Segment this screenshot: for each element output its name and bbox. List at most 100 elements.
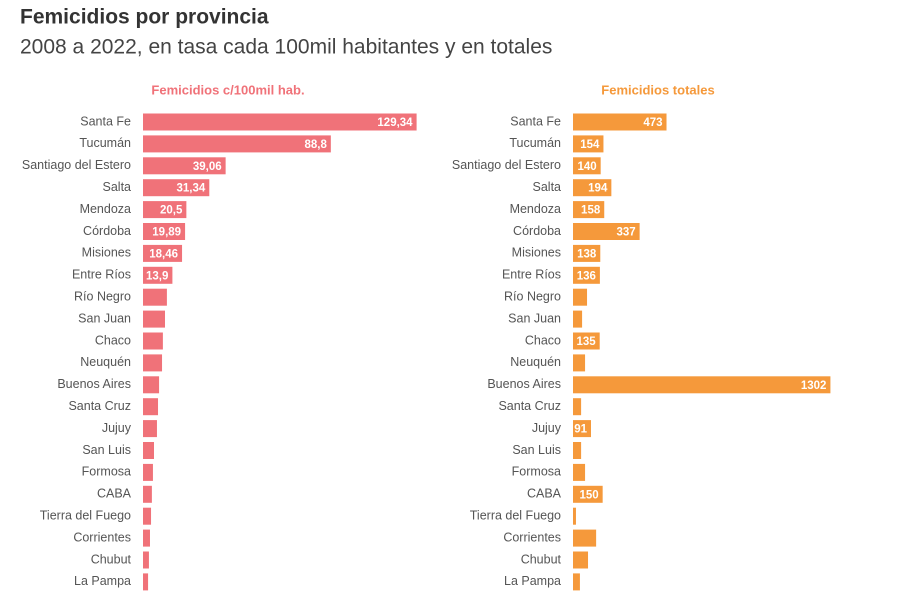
bar [143, 332, 163, 350]
category-label: CABA [97, 487, 132, 501]
category-label: Tucumán [509, 136, 561, 150]
value-label: 88,8 [304, 139, 327, 151]
bar [573, 310, 583, 328]
value-label: 19,89 [152, 227, 181, 239]
category-label: Corrientes [503, 530, 561, 544]
value-label: 31,34 [177, 183, 206, 195]
category-label: Santiago del Estero [452, 158, 561, 172]
bar [573, 573, 580, 591]
value-label: 194 [588, 183, 608, 195]
bar [573, 485, 603, 503]
bar [573, 201, 605, 219]
bar [143, 179, 210, 197]
category-label: Río Negro [504, 289, 561, 303]
bar [573, 463, 586, 481]
bar [573, 157, 601, 175]
value-label: 140 [577, 161, 596, 173]
category-label: Santa Cruz [498, 399, 561, 413]
bar [143, 463, 153, 481]
value-label: 337 [616, 227, 635, 239]
bar [573, 288, 588, 306]
category-label: Corrientes [73, 530, 131, 544]
bar [573, 507, 576, 525]
category-label: Santa Fe [80, 114, 131, 128]
panel-title: Femicidios c/100mil hab. [151, 82, 304, 97]
bar [143, 310, 165, 328]
bar [573, 332, 600, 350]
bar [573, 223, 640, 240]
category-label: La Pampa [74, 574, 131, 588]
category-label: Chubut [91, 552, 132, 566]
value-label: 39,06 [193, 161, 222, 173]
value-label: 13,9 [146, 270, 168, 282]
bar [573, 529, 597, 547]
value-label: 136 [577, 270, 596, 282]
category-label: Chaco [95, 333, 131, 347]
bar [573, 244, 601, 262]
bar [573, 551, 589, 569]
title: Femicidios por provincia [20, 6, 269, 29]
category-label: Neuquén [80, 355, 131, 369]
bar [573, 398, 582, 416]
value-label: 91 [574, 424, 587, 436]
bar [573, 354, 586, 372]
bar [143, 201, 187, 219]
bar [143, 507, 152, 525]
category-label: San Luis [82, 443, 131, 457]
value-label: 20,5 [160, 205, 183, 217]
bar [143, 376, 160, 394]
category-label: Misiones [512, 246, 561, 260]
bar [573, 113, 667, 131]
bar [143, 223, 186, 240]
category-label: Río Negro [74, 289, 131, 303]
bar [573, 442, 582, 459]
bar [143, 485, 152, 503]
bar [573, 135, 604, 153]
category-label: San Luis [512, 443, 561, 457]
bar [573, 376, 831, 394]
bar [143, 354, 163, 372]
bar [143, 266, 173, 284]
bar [143, 420, 157, 438]
category-label: Entre Ríos [72, 268, 131, 282]
bar [573, 266, 600, 284]
category-label: Tucumán [79, 136, 131, 150]
category-label: Neuquén [510, 355, 561, 369]
category-label: CABA [527, 487, 562, 501]
category-label: Córdoba [83, 224, 131, 238]
category-label: San Juan [78, 311, 131, 325]
category-label: Santa Fe [510, 114, 561, 128]
category-label: Jujuy [102, 421, 132, 435]
category-label: Formosa [512, 465, 561, 479]
value-label: 138 [577, 248, 597, 260]
category-label: Entre Ríos [502, 268, 561, 282]
value-label: 158 [581, 205, 601, 217]
bar [143, 442, 154, 459]
value-label: 154 [580, 139, 600, 151]
category-label: Misiones [82, 246, 131, 260]
category-label: Santa Cruz [68, 399, 131, 413]
category-label: Salta [103, 180, 132, 194]
bar [143, 288, 167, 306]
category-label: Tierra del Fuego [40, 508, 131, 522]
category-label: Formosa [82, 465, 131, 479]
bar [143, 551, 149, 569]
subtitle: 2008 a 2022, en tasa cada 100mil habitan… [20, 36, 552, 59]
bar [143, 529, 150, 547]
category-label: Tierra del Fuego [470, 508, 561, 522]
value-label: 18,46 [149, 248, 178, 260]
bar [573, 179, 612, 197]
category-label: Chaco [525, 333, 561, 347]
bar [143, 573, 149, 591]
bar [143, 244, 183, 262]
category-label: Mendoza [510, 202, 561, 216]
category-label: Buenos Aires [57, 377, 131, 391]
category-label: Buenos Aires [487, 377, 561, 391]
category-label: San Juan [508, 311, 561, 325]
category-label: Mendoza [80, 202, 131, 216]
value-label: 150 [579, 489, 598, 501]
panel-title: Femicidios totales [601, 82, 714, 97]
bar [143, 135, 331, 153]
bar [143, 157, 226, 175]
